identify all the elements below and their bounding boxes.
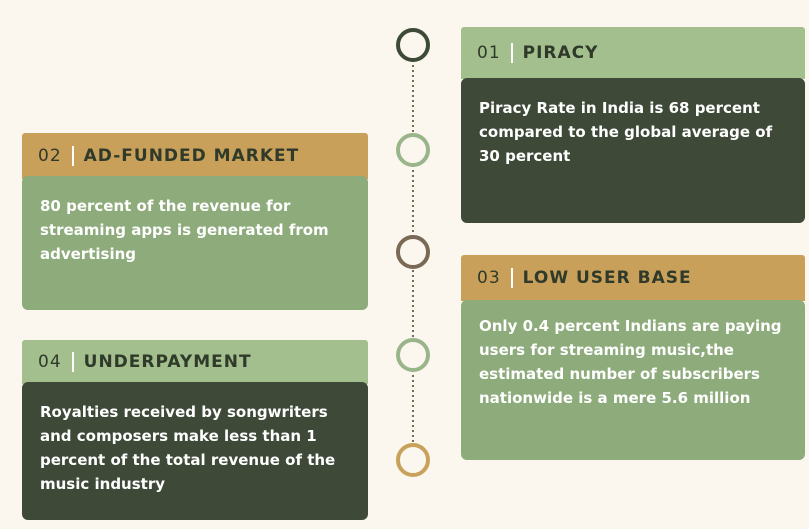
timeline-dot	[396, 133, 430, 167]
card-number: 01	[477, 43, 501, 63]
separator	[71, 146, 74, 166]
card-title: PIRACY	[522, 43, 599, 63]
card-header: 01 PIRACY	[461, 27, 805, 79]
card-header: 03 LOW USER BASE	[461, 255, 805, 301]
card-number: 04	[38, 352, 62, 372]
card-title: UNDERPAYMENT	[83, 352, 252, 372]
separator	[510, 43, 513, 63]
card-number: 02	[38, 146, 62, 166]
card-text: Piracy Rate in India is 68 percent compa…	[461, 78, 805, 223]
card-title: LOW USER BASE	[522, 268, 692, 288]
separator	[510, 268, 513, 288]
card-title: AD-FUNDED MARKET	[83, 146, 300, 166]
card-header: 02 AD-FUNDED MARKET	[22, 133, 368, 179]
separator	[71, 352, 74, 372]
timeline-dot	[396, 235, 430, 269]
card-header: 04 UNDERPAYMENT	[22, 340, 368, 384]
timeline-dot	[396, 443, 430, 477]
timeline-dot	[396, 28, 430, 62]
card-text: Royalties received by songwriters and co…	[22, 382, 368, 520]
card-text: Only 0.4 percent Indians are paying user…	[461, 300, 805, 460]
timeline-dot	[396, 338, 430, 372]
card-text: 80 percent of the revenue for streaming …	[22, 176, 368, 310]
card-number: 03	[477, 268, 501, 288]
